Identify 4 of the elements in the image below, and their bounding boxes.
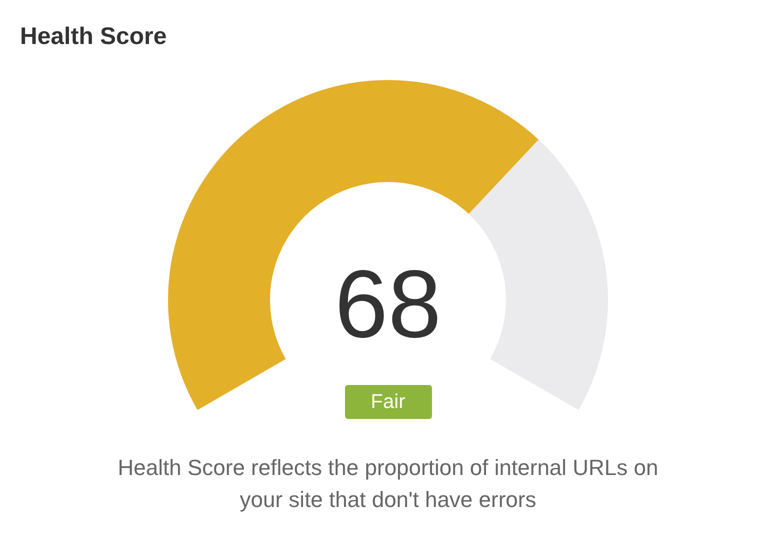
text: 68 bbox=[334, 251, 442, 358]
text: Fair bbox=[370, 391, 406, 413]
text: Health Score reflects the proportion of internal URLs on your site that don't have errors bbox=[118, 455, 658, 512]
chart-title: Health Score bbox=[20, 23, 167, 50]
